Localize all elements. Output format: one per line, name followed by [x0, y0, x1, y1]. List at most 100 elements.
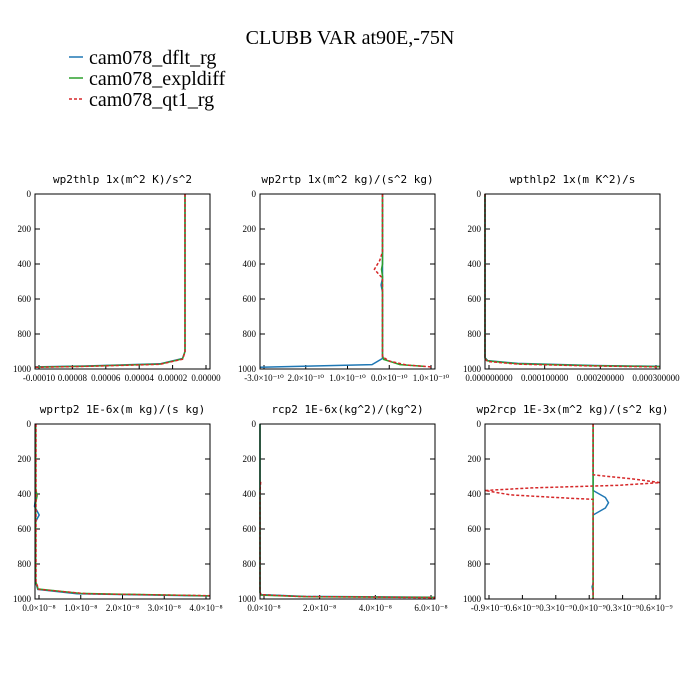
series-line — [259, 194, 384, 369]
y-tick-label: 600 — [18, 524, 32, 534]
x-tick-label: 4.0×10⁻⁸ — [359, 603, 392, 613]
legend-label: cam078_dflt_rg — [89, 47, 216, 69]
plot-frame — [259, 193, 436, 370]
chart-panel: wprtp2 1E-6x(m kg)/(s kg) 0 200 400 600 800 10… — [13, 403, 223, 613]
y-tick-label: 400 — [18, 259, 32, 269]
x-tick-label: 0.0×10⁻⁸ — [247, 603, 280, 613]
panel-title: rcp2 1E-6x(kg^2)/(kg^2) — [271, 403, 423, 416]
plot-frame — [484, 423, 661, 600]
y-tick-label: 0 — [27, 189, 32, 199]
legend-item: cam078_dflt_rg — [69, 47, 216, 69]
series-line — [34, 424, 211, 597]
plot-frame — [34, 423, 211, 600]
series-line — [34, 194, 186, 368]
chart-panel: rcp2 1E-6x(kg^2)/(kg^2) 0 200 400 600 800 1000… — [238, 403, 448, 613]
plot-frame — [484, 193, 661, 370]
y-tick-label: 1000 — [463, 594, 482, 604]
x-tick-label: 0.6×10⁻⁹ — [506, 603, 539, 613]
x-tick-label: 0.00000 — [191, 373, 221, 383]
x-tick-label: 0.000100000 — [521, 373, 569, 383]
x-tick-label: 0.0×10⁻⁸ — [22, 603, 55, 613]
y-tick-label: 0 — [252, 189, 257, 199]
y-tick-label: 600 — [18, 294, 32, 304]
legend-label: cam078_expldiff — [89, 68, 226, 90]
legend-label: cam078_qt1_rg — [89, 89, 214, 111]
x-tick-label: 6.0×10⁻⁸ — [414, 603, 447, 613]
x-tick-label: 0.00002 — [158, 373, 187, 383]
x-tick-label: 0.0×10⁻⁹ — [573, 603, 606, 613]
legend: cam078_dflt_rg cam078_expldiff cam078_qt… — [69, 47, 226, 111]
y-tick-label: 400 — [468, 489, 482, 499]
series-line — [484, 194, 661, 368]
y-tick-label: 0 — [27, 419, 32, 429]
chart-panel: wp2thlp 1x(m^2 K)/s^2 0 200 400 600 800 1000-0… — [13, 173, 221, 383]
y-tick-label: 200 — [18, 454, 32, 464]
panel-title: wpthlp2 1x(m K^2)/s — [510, 173, 636, 186]
series-line — [484, 194, 661, 368]
series-line — [35, 424, 211, 597]
x-tick-label: 3.0×10⁻⁸ — [148, 603, 181, 613]
y-tick-label: 400 — [468, 259, 482, 269]
x-tick-label: 1.0×10⁻¹⁰ — [413, 373, 450, 383]
x-tick-label: 2.0×10⁻⁸ — [106, 603, 139, 613]
chart-panel: wp2rcp 1E-3x(m^2 kg)/(s^2 kg) 0 200 400 600 8… — [463, 403, 673, 613]
y-tick-label: 400 — [18, 489, 32, 499]
series-line — [34, 194, 186, 368]
y-tick-label: 800 — [18, 559, 32, 569]
x-tick-label: 0.3×10⁻⁹ — [606, 603, 639, 613]
y-tick-label: 0 — [252, 419, 257, 429]
y-tick-label: 800 — [243, 559, 257, 569]
y-tick-label: 200 — [468, 224, 482, 234]
x-tick-label: 4.0×10⁻⁸ — [189, 603, 222, 613]
panel-title: wp2rtp 1x(m^2 kg)/(s^2 kg) — [261, 173, 433, 186]
y-tick-label: 200 — [243, 224, 257, 234]
x-tick-label: 0.6×10⁻⁹ — [639, 603, 672, 613]
x-tick-label: 0.000000000 — [465, 373, 513, 383]
panel-title: wprtp2 1E-6x(m kg)/(s kg) — [40, 403, 206, 416]
x-tick-label: 0.000300000 — [632, 373, 680, 383]
x-tick-label: -0.9×10⁻⁹ — [471, 603, 507, 613]
series-line — [33, 424, 211, 597]
y-tick-label: 1000 — [463, 364, 482, 374]
y-tick-label: 800 — [468, 559, 482, 569]
figure-title: CLUBB VAR at90E,-75N — [246, 27, 455, 49]
y-tick-label: 600 — [243, 524, 257, 534]
series-line — [34, 194, 186, 369]
y-tick-label: 800 — [243, 329, 257, 339]
x-tick-label: 0.000200000 — [577, 373, 625, 383]
x-tick-label: 0.00008 — [58, 373, 88, 383]
x-tick-label: 2.0×10⁻⁸ — [303, 603, 336, 613]
x-tick-label: 0.00004 — [125, 373, 155, 383]
x-tick-label: 2.0×10⁻¹⁰ — [288, 373, 325, 383]
plot-frame — [259, 423, 436, 600]
series-line — [259, 424, 436, 599]
x-tick-label: 1.0×10⁻¹⁰ — [329, 373, 366, 383]
series-line — [484, 424, 661, 599]
chart-panel: wpthlp2 1x(m K^2)/s020040060080010000.00… — [463, 173, 680, 383]
x-tick-label: 0.00006 — [91, 373, 121, 383]
plot-frame — [34, 193, 211, 370]
y-tick-label: 800 — [18, 329, 32, 339]
panels: wp2thlp 1x(m^2 K)/s^202004006008001000-0… — [13, 173, 680, 613]
y-tick-label: 1000 — [13, 594, 32, 604]
y-tick-label: 200 — [18, 224, 32, 234]
series-line — [484, 194, 661, 368]
y-tick-label: 1000 — [238, 364, 257, 374]
y-tick-label: 200 — [243, 454, 257, 464]
series-line — [380, 194, 425, 368]
series-line — [591, 424, 610, 599]
panel-title: wp2thlp 1x(m^2 K)/s^2 — [53, 173, 192, 186]
chart-panel: wp2rtp 1x(m^2 kg)/(s^2 kg) 0 200 400 600 800 1… — [238, 173, 450, 383]
y-tick-label: 1000 — [13, 364, 32, 374]
x-tick-label: 1.0×10⁻⁸ — [64, 603, 97, 613]
y-tick-label: 400 — [243, 259, 257, 269]
y-tick-label: 600 — [468, 524, 482, 534]
x-tick-label: 0.3×10⁻⁹ — [539, 603, 572, 613]
y-tick-label: 800 — [468, 329, 482, 339]
y-tick-label: 600 — [243, 294, 257, 304]
series-line — [259, 424, 436, 599]
legend-item: cam078_expldiff — [69, 68, 226, 90]
panel-title: wp2rcp 1E-3x(m^2 kg)/(s^2 kg) — [476, 403, 668, 416]
series-line — [373, 194, 432, 368]
